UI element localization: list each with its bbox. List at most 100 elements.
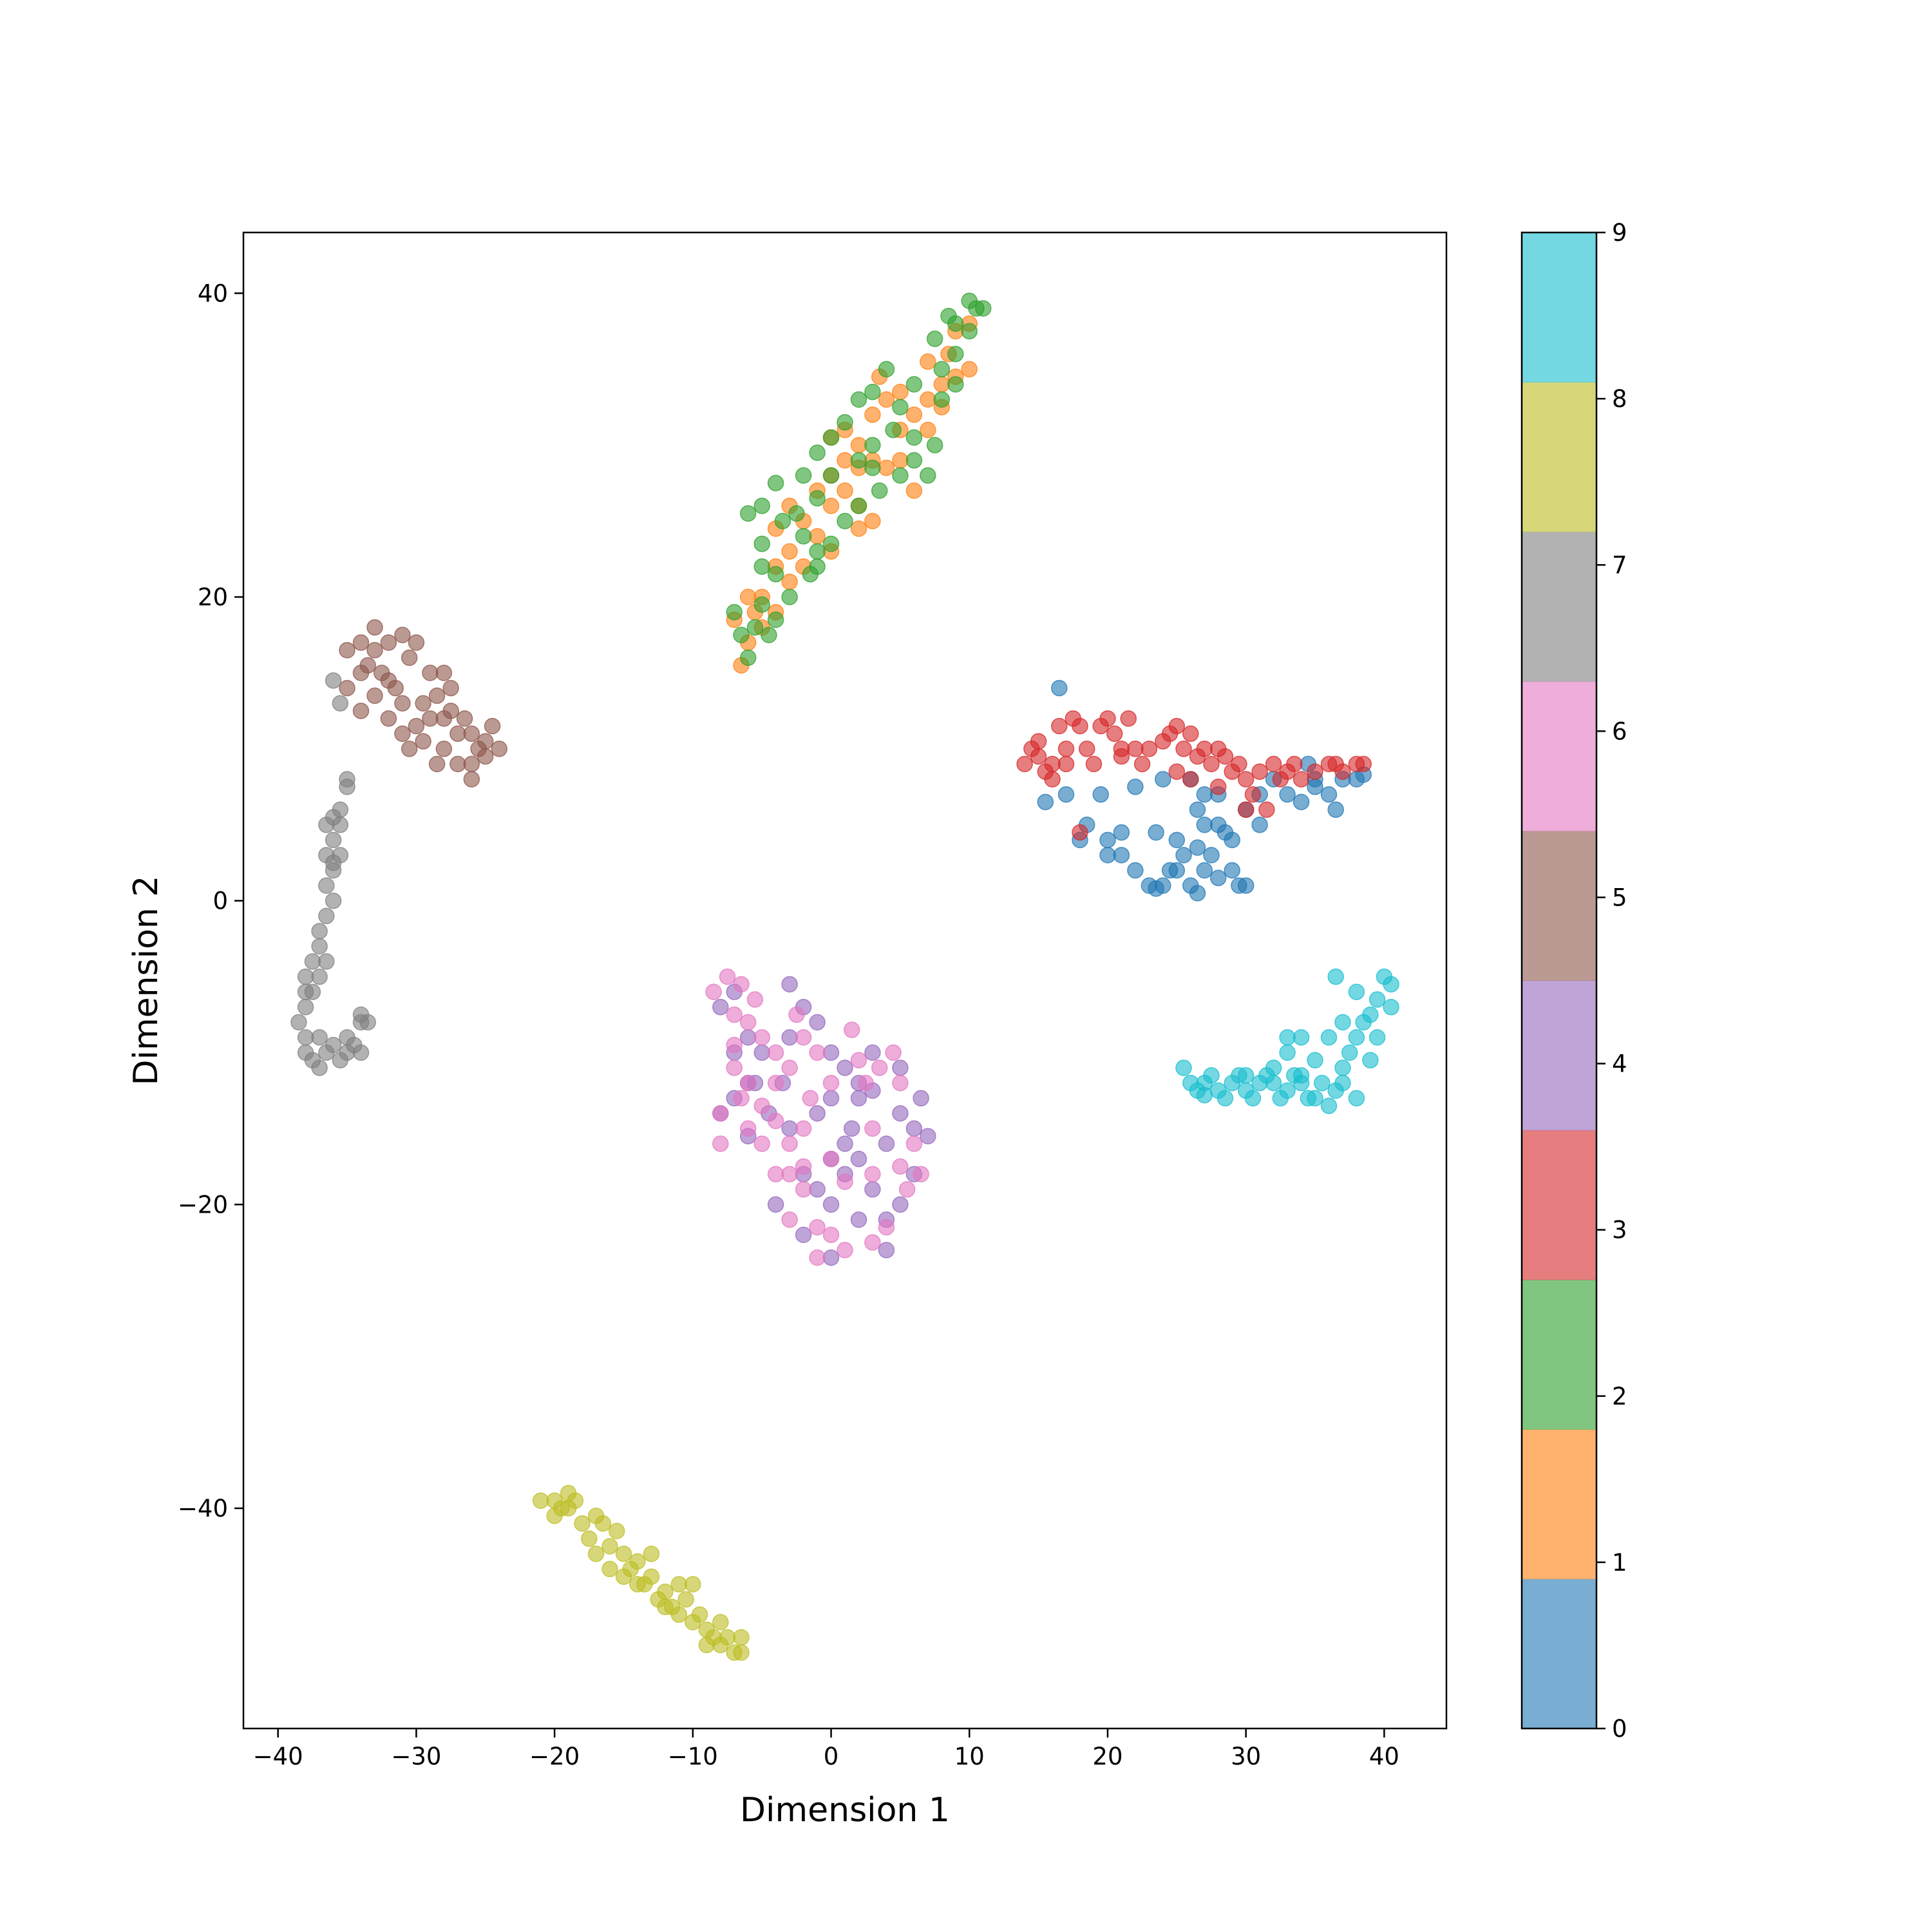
point [712,1105,729,1122]
colorbar-tick-label: 4 [1612,1050,1627,1078]
point [1368,991,1386,1008]
colorbar-frame [1520,231,1598,1730]
point [753,535,770,553]
point [1148,824,1164,841]
point [809,444,826,461]
point [733,1644,750,1661]
point [1348,983,1365,1000]
point [463,771,480,788]
point [574,1515,591,1532]
point [947,345,964,363]
point [913,1090,929,1107]
point [670,1606,688,1623]
x-tick-label: 0 [824,1743,839,1770]
point [560,1484,577,1502]
point [837,482,853,499]
point [408,634,425,651]
point [352,634,370,651]
point [892,467,909,484]
point [712,1614,729,1631]
point [892,452,909,469]
point [857,1074,874,1092]
point [837,1059,853,1076]
point [325,831,342,849]
point [366,687,383,705]
point [809,1218,826,1236]
point [767,1044,784,1061]
point [1334,763,1351,780]
point [781,976,798,993]
point [1168,763,1186,780]
point [601,1560,618,1578]
point [325,892,342,909]
point [1265,1074,1282,1092]
colorbar-tick-label: 2 [1612,1383,1627,1410]
point [850,1052,867,1069]
point [297,1029,314,1046]
point [1320,786,1338,803]
point [781,1166,798,1182]
point [753,558,770,575]
point [691,1606,708,1623]
point [463,725,480,743]
point [864,1044,881,1061]
point [850,520,867,537]
point [1348,1090,1365,1107]
colorbar-tick-label: 9 [1612,219,1627,247]
point [408,717,425,735]
point [864,1234,881,1251]
point [1168,717,1186,735]
point [1237,771,1255,788]
point [878,1135,895,1152]
point [1293,771,1310,788]
point [837,1135,853,1152]
point [920,1128,936,1144]
point [581,1530,598,1547]
point [864,459,881,477]
x-tick-label: −20 [529,1743,580,1770]
colorbar-tick-label: 3 [1612,1217,1627,1244]
point [739,505,757,522]
point [297,968,314,985]
point [1293,1029,1310,1046]
point [1099,710,1116,727]
point [1030,733,1047,750]
point [587,1546,605,1562]
point [739,1120,757,1137]
point [837,452,853,469]
point [1078,741,1095,757]
point [1307,763,1323,780]
point [843,1021,860,1038]
point [733,976,750,993]
point [615,1568,632,1585]
point [1113,847,1130,864]
point [920,353,936,370]
point [657,1598,674,1616]
point [339,779,355,795]
point [1217,748,1234,765]
point [1279,1044,1296,1061]
point [311,1029,328,1046]
point [422,710,439,727]
point [822,535,840,553]
x-tick-label: −30 [391,1743,441,1770]
points-layer [290,292,1399,1661]
point [746,619,764,636]
point [1175,741,1192,757]
point [781,1120,798,1137]
cluster-5 [339,619,507,788]
point [1244,786,1262,803]
point [1189,885,1206,902]
point [670,1576,688,1593]
point [712,1135,729,1152]
point [456,710,473,727]
point [837,414,853,431]
colorbar-segment-3 [1522,1130,1596,1280]
colorbar-segment-1 [1522,1429,1596,1580]
y-axis-label: Dimension 2 [127,875,166,1085]
point [795,1029,812,1046]
point [1161,862,1179,879]
point [318,877,335,894]
point [809,1014,826,1031]
point [719,1629,736,1646]
